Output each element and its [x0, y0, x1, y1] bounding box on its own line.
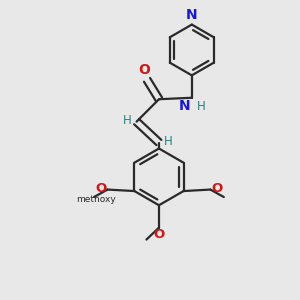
- Text: O: O: [153, 228, 165, 241]
- Text: H: H: [164, 134, 173, 148]
- Text: O: O: [211, 182, 222, 196]
- Text: methoxy: methoxy: [76, 195, 116, 204]
- Text: O: O: [139, 63, 151, 77]
- Text: N: N: [186, 8, 198, 22]
- Text: H: H: [122, 114, 131, 127]
- Text: O: O: [96, 182, 107, 196]
- Text: H: H: [197, 100, 206, 113]
- Text: N: N: [179, 99, 190, 113]
